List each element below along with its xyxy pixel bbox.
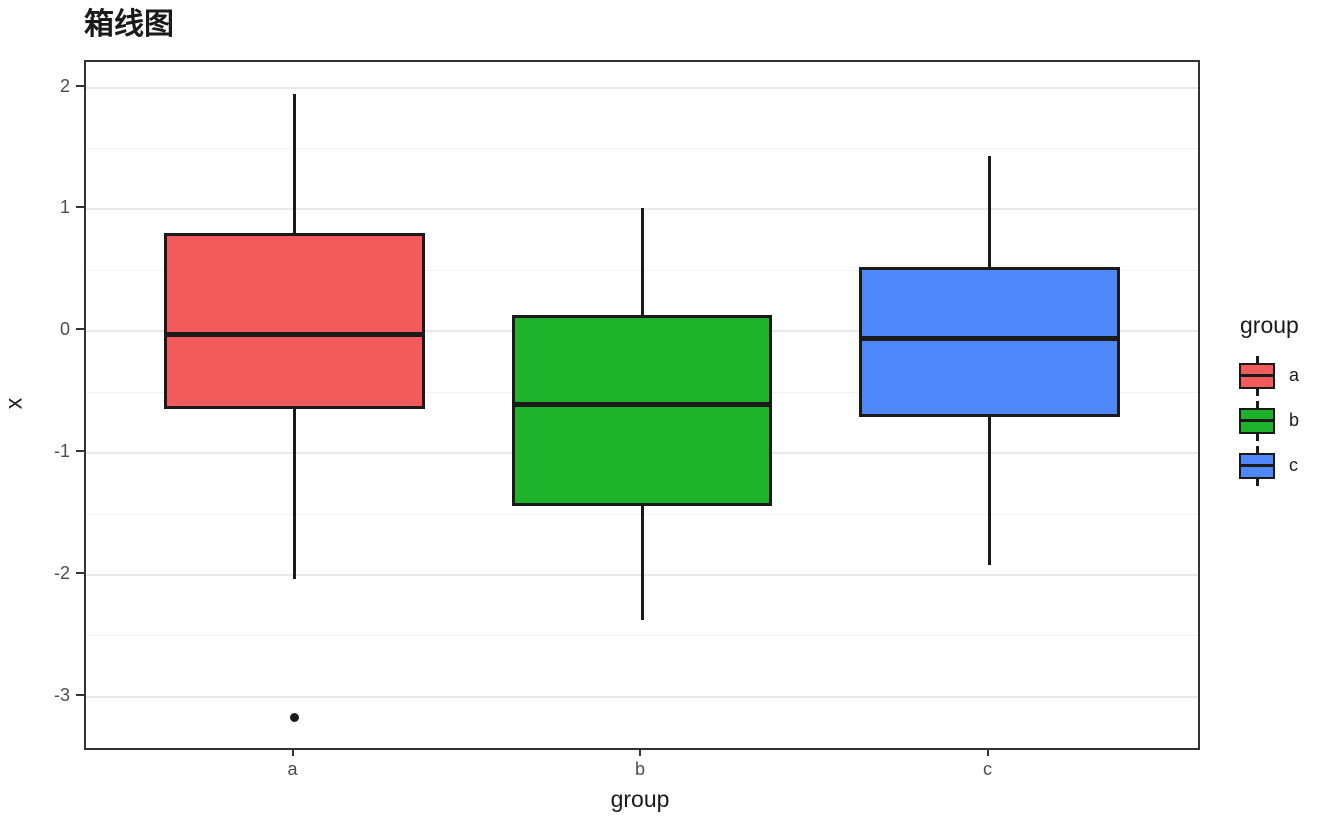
legend-key-icon [1238, 399, 1276, 443]
y-axis-tick-marks [76, 60, 84, 746]
y-tick-mark [76, 571, 84, 574]
x-tick-label: b [634, 759, 645, 779]
gridline-major [86, 86, 1198, 89]
y-tick-label: -2 [53, 562, 70, 583]
chart-title: 箱线图 [84, 8, 174, 41]
x-tick-label: c [983, 759, 992, 779]
legend-label: c [1289, 455, 1298, 475]
gridline-minor [86, 635, 1198, 637]
y-tick-mark [76, 84, 84, 87]
y-tick-label: 0 [59, 319, 70, 340]
whisker-upper [988, 155, 991, 267]
y-tick-mark [76, 450, 84, 453]
legend-key-median [1239, 374, 1275, 377]
legend-entry-a: a [1238, 353, 1344, 398]
y-axis-tick-labels: 2 1 0 -1 -2 -3 [0, 60, 70, 746]
y-tick-mark [76, 693, 84, 696]
box-iqr [511, 315, 773, 506]
x-tick-mark [639, 748, 641, 756]
whisker-lower [640, 505, 644, 621]
legend: group a b c [1238, 312, 1344, 488]
whisker-upper [640, 208, 644, 316]
legend-title: group [1240, 312, 1299, 338]
legend-key-median [1239, 419, 1275, 422]
y-tick-label: 2 [59, 75, 70, 96]
whisker-lower [293, 409, 296, 579]
legend-entry-c: c [1238, 443, 1344, 488]
y-axis-title: x [0, 397, 27, 410]
legend-label: b [1289, 410, 1300, 430]
x-axis-title: group [610, 786, 670, 812]
legend-key-median [1239, 464, 1275, 467]
median-line [513, 401, 771, 407]
gridline-major [86, 695, 1198, 698]
legend-entries: a b c [1238, 353, 1344, 488]
box-iqr [859, 266, 1120, 417]
x-tick-mark [291, 748, 294, 756]
legend-key-icon [1238, 444, 1276, 488]
x-axis-tick-labels: a b c [84, 758, 1196, 782]
legend-key-icon [1238, 354, 1276, 398]
box-iqr [164, 232, 425, 410]
x-axis-tick-marks [84, 748, 1196, 756]
y-tick-mark [76, 206, 84, 209]
x-tick-label: a [287, 759, 298, 779]
y-tick-label: -1 [53, 441, 70, 462]
y-tick-mark [76, 328, 84, 331]
legend-entry-b: b [1238, 398, 1344, 443]
x-tick-mark [986, 748, 989, 756]
median-line [165, 332, 424, 338]
legend-label: a [1289, 365, 1300, 385]
median-line [860, 336, 1119, 342]
whisker-lower [988, 416, 991, 566]
outlier-point [290, 713, 299, 723]
gridline-minor [86, 148, 1198, 149]
whisker-upper [293, 93, 296, 233]
plot-panel [84, 60, 1200, 750]
y-tick-label: 1 [59, 197, 70, 218]
y-tick-label: -3 [53, 684, 70, 705]
